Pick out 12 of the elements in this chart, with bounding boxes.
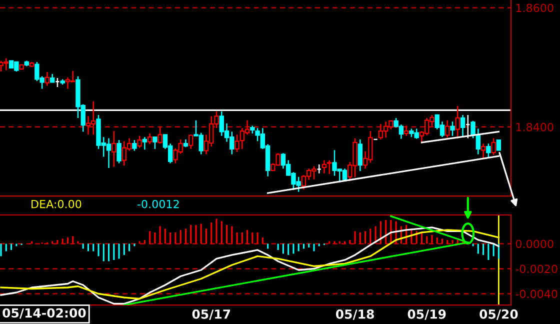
- x-tick-label: 05/19: [408, 309, 446, 320]
- x-tick-label: 05/18: [336, 309, 374, 320]
- text: -0.0012: [138, 200, 179, 208]
- x-tick-label: 05/20: [480, 309, 518, 320]
- y-tick-label: 1.8600: [516, 4, 554, 12]
- y-tick-label: -0.0020: [516, 264, 558, 274]
- text: 05/14-02:00: [2, 308, 86, 319]
- y-tick-label: -0.0040: [516, 290, 558, 298]
- text: DEA:0.00: [32, 200, 82, 208]
- y-tick-label: 1.8400: [516, 122, 554, 132]
- y-tick-label: 0.0000: [516, 240, 554, 248]
- x-tick-label: 05/17: [192, 309, 230, 320]
